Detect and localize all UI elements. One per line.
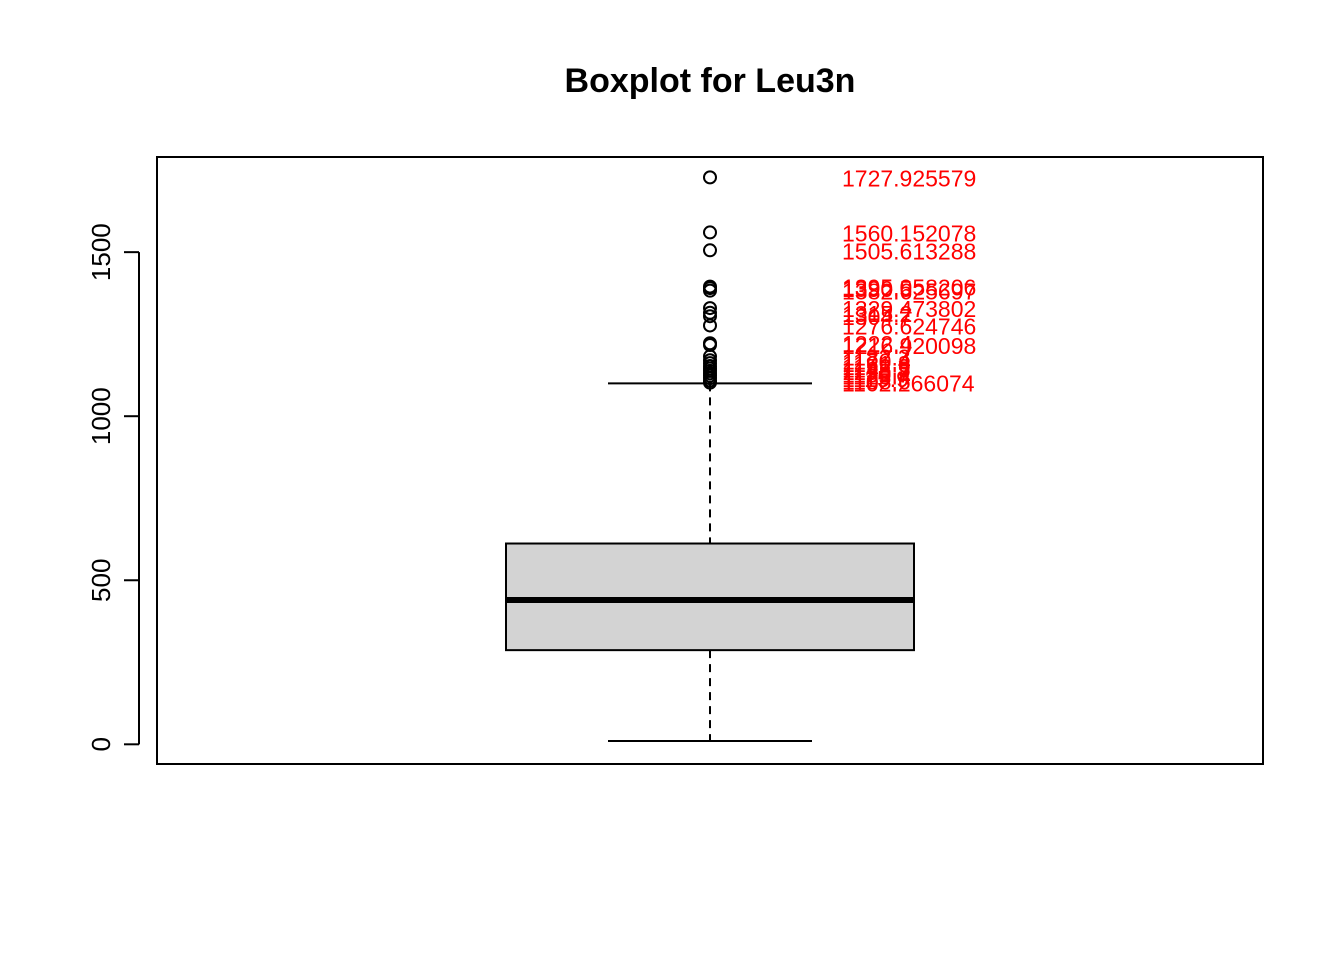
outlier-label: 1145.5 <box>842 356 911 382</box>
outlier-points <box>703 170 717 390</box>
plot-frame <box>156 156 1264 765</box>
outlier-label: 1395.058206 <box>842 275 976 301</box>
y-tick-label: 1000 <box>86 387 116 445</box>
outlier-label: 1152.9 <box>842 354 911 380</box>
outlier-label: 1170.4 <box>842 348 911 374</box>
outlier-label: 1276.624746 <box>842 313 976 339</box>
outlier-point <box>703 170 717 185</box>
outlier-label: 1222.4 <box>842 331 913 357</box>
outlier-label: 1727.925579 <box>842 165 976 191</box>
outlier-label: 1123.4 <box>842 364 911 390</box>
outlier-label: 1138.2 <box>842 359 911 385</box>
y-tick-label: 0 <box>86 737 116 751</box>
outlier-label: 1390.5 <box>842 276 912 302</box>
y-tick-label: 500 <box>86 559 116 602</box>
outlier-label: 1329.473802 <box>842 296 976 322</box>
outlier-label: 1216.920098 <box>842 333 976 359</box>
outlier-label: 1315.2 <box>842 301 912 327</box>
outlier-label: 1108.6 <box>842 369 911 395</box>
outlier-point <box>703 318 717 333</box>
outlier-point <box>703 309 717 324</box>
outlier-point <box>703 283 717 298</box>
outlier-label: 1115.9 <box>842 366 909 392</box>
outlier-point <box>703 375 717 390</box>
outlier-label: 1304.7 <box>842 304 912 330</box>
chart-title: Boxplot for Leu3n <box>565 62 856 100</box>
outlier-label: 1382.625697 <box>842 279 976 305</box>
y-axis: 0 500 1000 1500 <box>86 223 140 752</box>
outlier-label: 1161.8 <box>842 351 911 377</box>
outlier-label: 1182.3 <box>842 344 911 370</box>
outlier-label: 1130.7 <box>842 361 911 387</box>
outlier-point <box>703 243 717 258</box>
box-group <box>505 382 915 743</box>
outlier-label: 1560.152078 <box>842 220 976 246</box>
outlier-point <box>703 225 717 240</box>
outlier-point <box>703 301 717 316</box>
outlier-label: 1505.613288 <box>842 238 976 264</box>
outlier-label: 1102.266074 <box>842 371 975 397</box>
y-tick-label: 1500 <box>86 223 116 281</box>
iqr-box <box>505 542 915 652</box>
